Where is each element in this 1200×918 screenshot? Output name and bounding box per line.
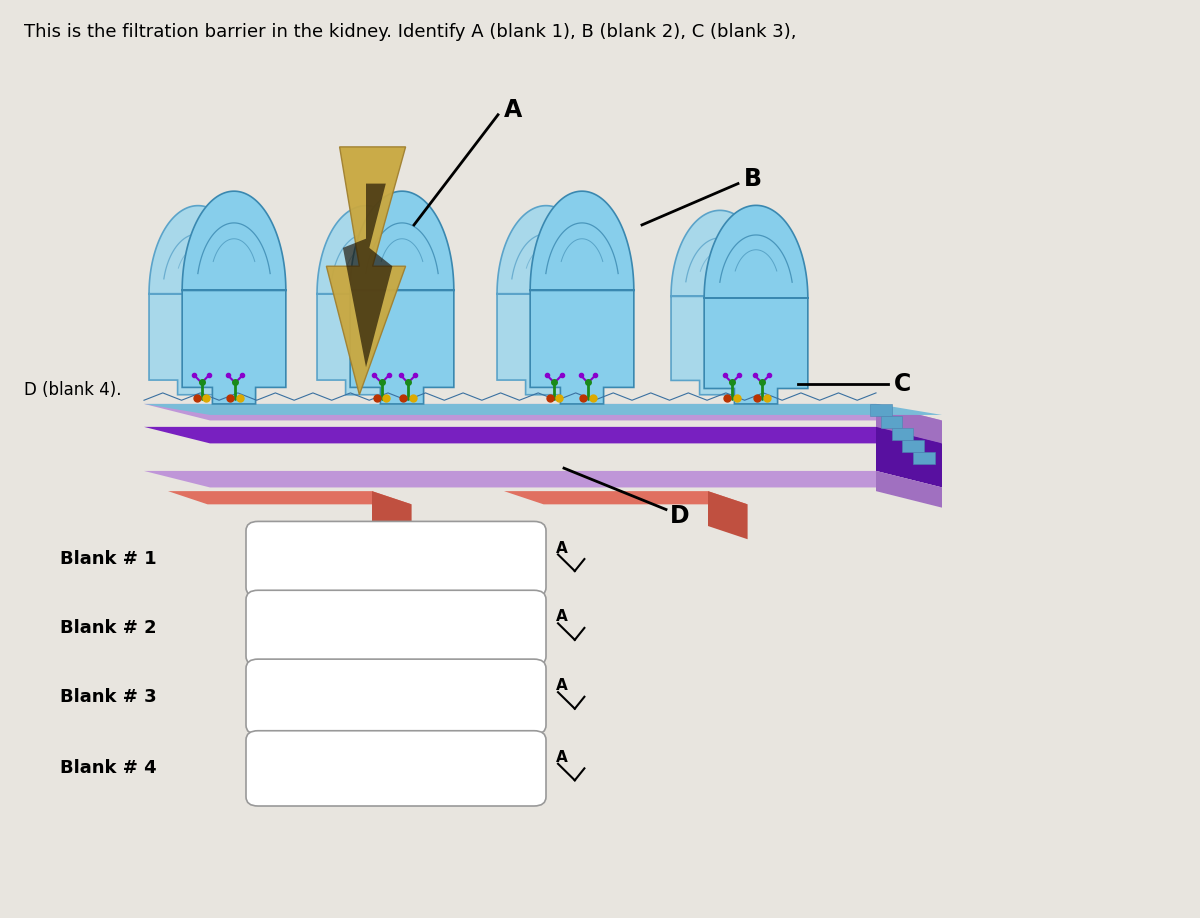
- Polygon shape: [892, 428, 913, 440]
- Polygon shape: [708, 491, 748, 539]
- Text: This is the filtration barrier in the kidney. Identify A (blank 1), B (blank 2),: This is the filtration barrier in the ki…: [24, 23, 797, 41]
- Polygon shape: [876, 471, 942, 508]
- Polygon shape: [149, 206, 247, 395]
- Polygon shape: [497, 206, 595, 395]
- Polygon shape: [876, 404, 942, 443]
- Text: A: A: [504, 98, 522, 122]
- Polygon shape: [144, 427, 942, 443]
- Polygon shape: [168, 491, 412, 504]
- Polygon shape: [881, 416, 902, 428]
- Text: D (blank 4).: D (blank 4).: [24, 381, 121, 399]
- Text: Blank # 3: Blank # 3: [60, 688, 157, 706]
- Polygon shape: [504, 491, 748, 504]
- FancyBboxPatch shape: [246, 590, 546, 666]
- Text: A: A: [556, 541, 568, 555]
- FancyBboxPatch shape: [246, 659, 546, 734]
- Polygon shape: [902, 440, 924, 452]
- Text: A: A: [556, 610, 568, 624]
- Text: B: B: [744, 167, 762, 191]
- Polygon shape: [530, 191, 634, 404]
- FancyBboxPatch shape: [246, 521, 546, 597]
- Polygon shape: [671, 210, 769, 395]
- Polygon shape: [372, 491, 412, 539]
- Polygon shape: [704, 206, 808, 404]
- Text: A: A: [556, 678, 568, 693]
- Polygon shape: [870, 404, 892, 416]
- Polygon shape: [182, 191, 286, 404]
- Polygon shape: [876, 427, 942, 487]
- Polygon shape: [144, 404, 942, 415]
- Polygon shape: [144, 471, 942, 487]
- Polygon shape: [326, 147, 406, 395]
- Polygon shape: [144, 404, 942, 420]
- Text: D: D: [670, 504, 689, 528]
- Polygon shape: [913, 452, 935, 464]
- Text: Blank # 2: Blank # 2: [60, 619, 157, 637]
- Text: Blank # 1: Blank # 1: [60, 550, 157, 568]
- Text: C: C: [894, 372, 911, 396]
- FancyBboxPatch shape: [246, 731, 546, 806]
- Polygon shape: [317, 206, 415, 395]
- Polygon shape: [343, 184, 392, 367]
- Polygon shape: [350, 191, 454, 404]
- Text: A: A: [556, 750, 568, 765]
- Text: Blank # 4: Blank # 4: [60, 759, 157, 778]
